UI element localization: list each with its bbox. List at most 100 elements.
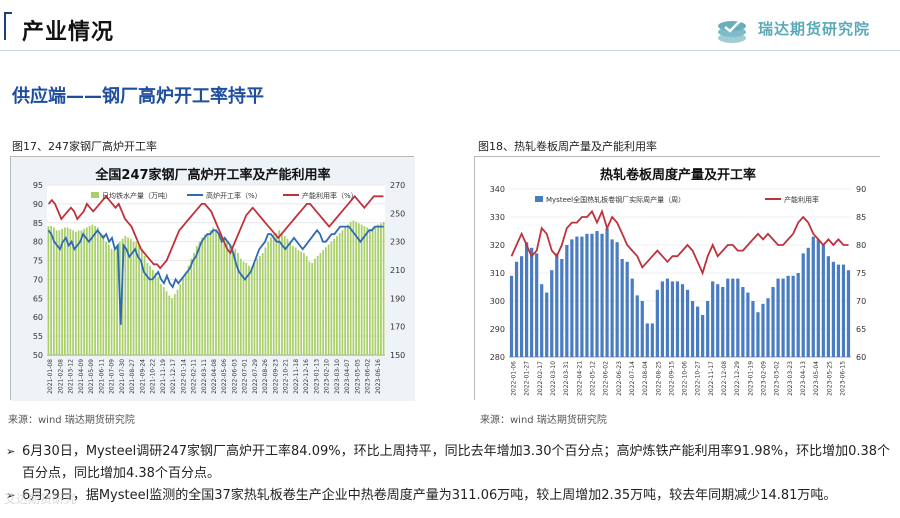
bar (160, 284, 162, 355)
x-tick-label: 2022-10-27 (695, 361, 702, 396)
bar (336, 236, 338, 355)
bar (173, 294, 176, 355)
bar (360, 224, 363, 355)
x-tick-label: 2022-12-16 (303, 359, 310, 394)
logo-coins-icon (718, 20, 746, 43)
bar (811, 236, 815, 357)
x-tick-label: 2022-09-23 (273, 359, 280, 394)
bar (369, 228, 371, 355)
bar (721, 287, 725, 357)
bar (600, 233, 604, 357)
bar (129, 238, 132, 355)
x-tick-label: 2023-01-19 (747, 361, 754, 396)
bar (338, 233, 341, 355)
bar (55, 230, 58, 355)
bar (80, 230, 83, 355)
bar (154, 272, 157, 355)
bar (105, 241, 107, 355)
bar (836, 264, 841, 357)
bar (77, 230, 80, 355)
bar (333, 238, 336, 355)
x-tick-label: 2022-04-08 (211, 359, 218, 394)
x-tick-label: 2022-02-17 (537, 361, 544, 396)
x-tick-label: 2022-12-08 (721, 361, 728, 396)
right-tick-label: 75 (856, 269, 866, 278)
figure-18-caption: 图18、热轧卷板周产量及产能利用率 (478, 140, 657, 153)
bar (278, 230, 281, 355)
bar (231, 247, 234, 355)
x-tick-label: 2022-06-02 (603, 361, 610, 396)
section-title: 供应端——钢厂高炉开工率持平 (12, 86, 264, 107)
x-tick-label: 2022-12-29 (734, 361, 741, 396)
bar (625, 261, 629, 357)
bar (379, 223, 382, 355)
bar (69, 228, 72, 355)
right-tick-label: 190 (390, 294, 405, 303)
bar (85, 227, 88, 355)
bar (319, 253, 322, 355)
bar (670, 281, 675, 357)
right-tick-label: 65 (856, 325, 866, 334)
x-tick-label: 2021-03-12 (68, 359, 75, 394)
chart-hot-rolled-svg: 热轧卷板周度产量及开工率 280 290 300 310 320 330 340 60 65 70 7… (475, 157, 881, 401)
bar (374, 226, 377, 355)
bar (330, 241, 333, 355)
bar (316, 255, 319, 355)
right-tick-label: 80 (856, 241, 866, 250)
bar (585, 233, 589, 357)
bar (716, 284, 720, 357)
left-tick-label: 60 (33, 313, 43, 322)
bar (816, 239, 820, 357)
left-tick-label: 70 (33, 275, 43, 284)
bar (680, 284, 685, 357)
bar (741, 287, 745, 357)
bar (256, 258, 259, 355)
x-tick-label: 2021-04-09 (78, 359, 85, 394)
x-tick-label: 2022-04-21 (576, 361, 583, 396)
left-tick-label: 300 (490, 297, 505, 306)
right-tick-label: 170 (390, 323, 405, 332)
x-tick-label: 2023-06-16 (375, 359, 382, 394)
x-tick-label: 2021-10-22 (150, 359, 157, 394)
x-tick-label: 2022-01-14 (180, 359, 187, 394)
x-tick-label: 2022-05-12 (590, 361, 597, 396)
bar (151, 270, 154, 355)
bullet-arrow-icon: ➢ (6, 445, 16, 458)
bar (363, 226, 366, 355)
bullet-text-1: 6月30日，Mysteel调研247家钢厂高炉开工率84.09%，环比上周持平，… (22, 444, 891, 481)
line-capacity-utilization (47, 194, 384, 270)
bar (300, 251, 303, 355)
right-tick-label: 60 (856, 353, 866, 362)
figure-18-source: 来源：wind 瑞达期货研究院 (480, 415, 607, 426)
legend-swatch (91, 192, 99, 198)
bar (294, 247, 297, 355)
x-tick-label: 2022-08-04 (642, 361, 649, 396)
bar (171, 298, 173, 355)
bar (640, 301, 644, 357)
bar (94, 226, 96, 355)
left-tick-label: 85 (33, 219, 43, 228)
bar (630, 278, 634, 357)
bar (514, 261, 519, 357)
bar (322, 250, 325, 355)
bar (102, 234, 105, 355)
left-tick-label: 330 (490, 213, 505, 222)
bar (706, 301, 710, 357)
x-tick-label: 2023-01-13 (313, 359, 320, 394)
bar (239, 258, 242, 355)
x-tick-label: 2022-10-21 (283, 359, 290, 394)
bar (124, 236, 127, 355)
x-tick-label: 2022-05-06 (221, 359, 228, 394)
bar (736, 278, 740, 357)
bar (292, 245, 294, 355)
bar (821, 245, 825, 357)
logo-text: 瑞达期货研究院 (758, 20, 871, 38)
bar (267, 241, 270, 355)
x-tick-label: 2023-03-10 (334, 359, 341, 394)
bar (47, 226, 50, 355)
bar (107, 244, 110, 355)
bar (237, 253, 239, 355)
bar (509, 275, 514, 357)
bar (771, 287, 775, 357)
left-tick-label: 75 (33, 257, 43, 266)
